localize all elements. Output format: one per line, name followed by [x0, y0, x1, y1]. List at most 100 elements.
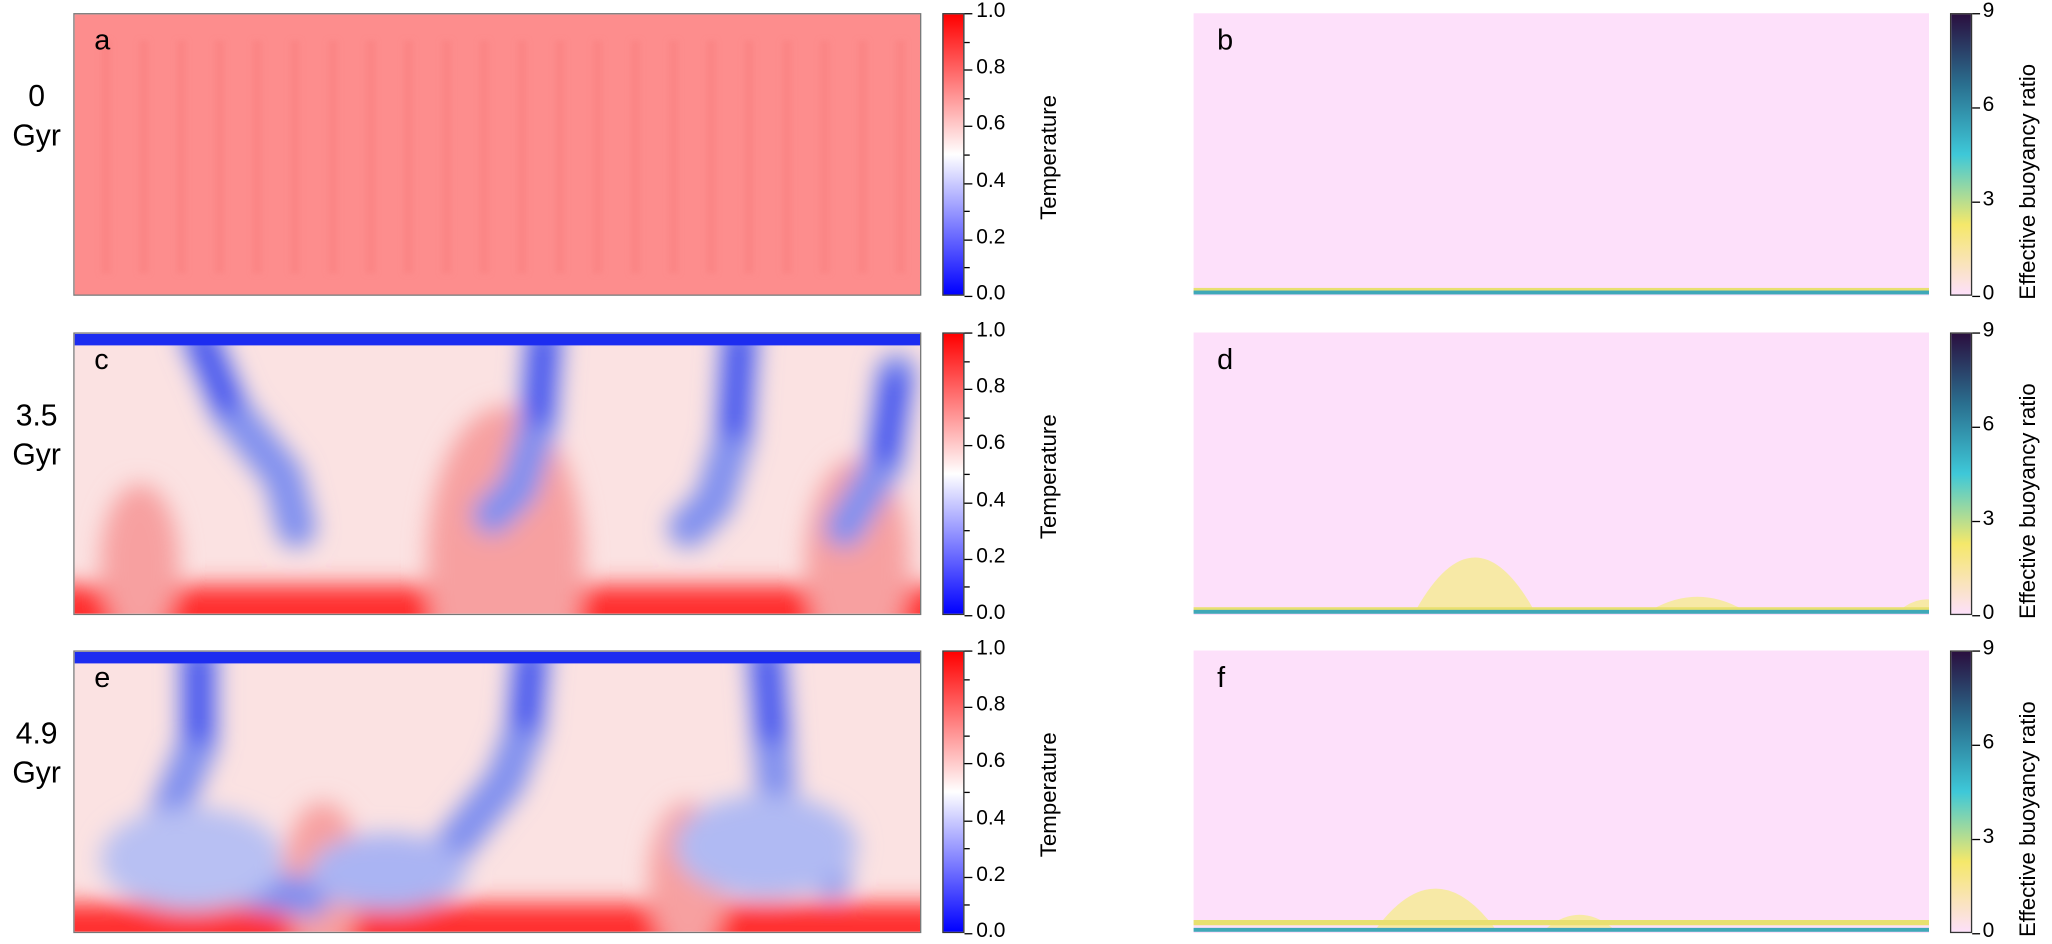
- colorbar-tick-label: 3: [1982, 188, 1995, 211]
- colorbar-tick: [1972, 520, 1981, 523]
- temperature-structures: [74, 333, 921, 614]
- colorbar-minor-tick: [964, 360, 970, 362]
- colorbar-tick: [1972, 13, 1981, 15]
- colorbar-tick: [964, 763, 973, 765]
- colorbar-tick-label: 3: [1982, 507, 1995, 531]
- colorbar-tick: [1972, 838, 1981, 841]
- colorbar-tick-label: 0: [1982, 602, 1995, 625]
- colorbar-minor-tick: [964, 904, 970, 907]
- stripe: [289, 40, 301, 274]
- buoyancy-field: [1193, 332, 1930, 616]
- colorbar-tick: [964, 13, 973, 15]
- pile-layer-yellow: [1193, 607, 1930, 613]
- pile-layer-teal: [1193, 927, 1930, 932]
- stripe: [138, 40, 149, 274]
- temperature-svg: [74, 651, 921, 932]
- colorbar-tick-label: 6: [1982, 94, 1995, 117]
- buoyancy-svg: [1193, 332, 1930, 616]
- colorbar-minor-tick: [964, 417, 970, 419]
- colorbar-label: Temperature: [1036, 732, 1062, 858]
- downwelling-core: [526, 333, 556, 426]
- time-label: 0 Gyr: [0, 76, 73, 155]
- temperature-structures: [74, 651, 921, 932]
- colorbar-tick-label: 0.2: [976, 863, 1006, 886]
- colorbar-tick: [964, 388, 973, 391]
- stripe: [214, 40, 225, 274]
- pile-layer-teal: [1193, 609, 1930, 614]
- upwelling: [100, 484, 179, 614]
- colorbar-tick: [964, 445, 973, 447]
- downwelling-core: [187, 333, 242, 417]
- stripe: [327, 40, 339, 274]
- colorbar-minor-tick: [964, 586, 970, 589]
- colorbar-label: Effective buoyancy ratio: [2015, 701, 2041, 938]
- panel-letter: b: [1217, 23, 1234, 57]
- downwelling-core: [871, 370, 909, 466]
- colorbar-label: Effective buoyancy ratio: [2015, 383, 2041, 620]
- pile-layer-yellow: [1193, 920, 1930, 926]
- colorbar-tick: [964, 295, 973, 298]
- colorbar-tick: [1972, 615, 1981, 617]
- colorbar-tick: [964, 332, 973, 334]
- buoyancy-field: [1193, 13, 1930, 296]
- stripe: [554, 40, 566, 274]
- colorbar-tick-label: 9: [1982, 637, 1995, 660]
- panel-letter: c: [94, 342, 109, 376]
- colorbar-tick: [964, 502, 973, 504]
- colorbar-tick-label: 0.6: [976, 750, 1006, 773]
- colorbar-tick: [1972, 107, 1981, 109]
- time-value: 3.5: [15, 397, 58, 432]
- colorbar-tick: [964, 706, 973, 709]
- colorbar-tick: [964, 126, 973, 128]
- colorbar-tick-label: 0.2: [976, 226, 1006, 249]
- stripe: [668, 40, 679, 274]
- buoyancy-heatmap: [1193, 650, 1930, 934]
- colorbar-tick-label: 9: [1982, 319, 1995, 342]
- colorbar-tick: [964, 820, 973, 822]
- colorbar-tick: [964, 615, 973, 617]
- colorbar-tick-label: 0.8: [976, 56, 1006, 79]
- colorbar-minor-tick: [964, 735, 970, 737]
- colorbar-tick-label: 0.4: [976, 169, 1006, 192]
- stripe: [781, 40, 793, 274]
- buoyancy-heatmap: [1193, 332, 1930, 616]
- temperature-colorbar: [942, 13, 965, 296]
- colorbar-tick-label: 0.2: [976, 545, 1006, 568]
- time-label: 3.5 Gyr: [0, 395, 73, 474]
- time-value: 0: [28, 78, 46, 113]
- stripe: [592, 40, 603, 274]
- colorbar-tick: [964, 933, 973, 935]
- temperature-heatmap: [73, 13, 922, 296]
- panel-letter: e: [94, 660, 111, 694]
- colorbar-tick-label: 0.6: [976, 432, 1006, 455]
- buoyant-pile: [1651, 596, 1744, 610]
- stripe: [706, 40, 717, 274]
- buoyancy-svg: [1193, 650, 1930, 934]
- colorbar-tick: [1972, 332, 1981, 334]
- buoyancy-svg: [1193, 13, 1930, 296]
- colorbar-minor-tick: [964, 473, 970, 476]
- colorbar-tick: [964, 69, 973, 71]
- colorbar-label: Temperature: [1036, 414, 1062, 540]
- downwelling-core: [754, 651, 785, 744]
- colorbar-tick-label: 0: [1982, 920, 1995, 943]
- colorbar-tick-label: 0.0: [976, 282, 1006, 305]
- colorbar-tick: [964, 876, 973, 878]
- pile-layer-teal: [1193, 290, 1930, 295]
- buoyancy-heatmap: [1193, 13, 1930, 296]
- colorbar-tick-label: 0.8: [976, 693, 1006, 717]
- colorbar-tick-label: 6: [1982, 413, 1995, 436]
- colorbar-tick-label: 0.0: [976, 602, 1006, 625]
- cold-pool: [674, 794, 858, 899]
- temperature-svg: [74, 14, 921, 295]
- stripe: [403, 40, 414, 274]
- colorbar-minor-tick: [964, 154, 970, 156]
- temperature-heatmap: [73, 332, 922, 616]
- colorbar-tick: [1972, 201, 1981, 203]
- buoyant-pile: [1900, 599, 1930, 610]
- panel-letter: d: [1217, 342, 1234, 376]
- time-value: 4.9: [15, 715, 58, 750]
- stripe: [516, 40, 528, 274]
- temperature-colorbar: [942, 650, 965, 934]
